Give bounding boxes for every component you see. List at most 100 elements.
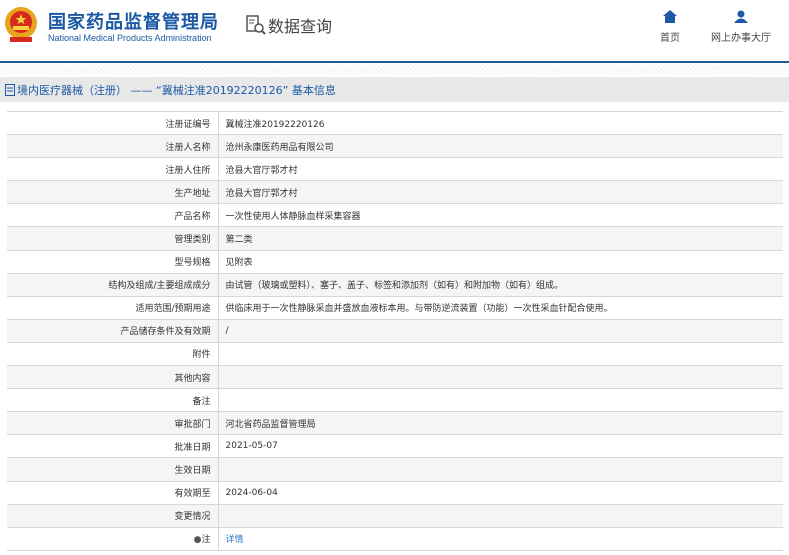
- row-label-text: 生产地址: [174, 188, 211, 199]
- row-value: /: [218, 318, 783, 343]
- row-label-text: 其他内容: [174, 373, 211, 384]
- row-value: [218, 365, 783, 390]
- document-search-icon: [246, 15, 266, 35]
- row-value-text: 2021-05-07: [225, 441, 278, 452]
- row-label: 适用范围/预期用途: [7, 295, 219, 320]
- row-value: 沧州永康医药用品有限公司: [218, 134, 783, 159]
- row-label: 注册人名称: [7, 134, 219, 159]
- details-link[interactable]: 详情: [225, 535, 244, 546]
- table-row: 适用范围/预期用途 供临床用于一次性静脉采血并盛放血液标本用。与带防逆流装置（功能…: [7, 295, 783, 320]
- row-value: [218, 503, 783, 528]
- row-label-text: 结构及组成/主要组成成分: [108, 281, 211, 292]
- row-value-text: 沧县大官厅郭才村: [225, 188, 298, 199]
- row-value: 沧县大官厅郭才村: [218, 180, 783, 205]
- row-value: 供临床用于一次性静脉采血并盛放血液标本用。与带防逆流装置（功能）一次性采血针配合…: [218, 295, 783, 320]
- table-row: 备注: [7, 388, 783, 413]
- row-label: 产品名称: [7, 203, 219, 228]
- row-value: 一次性使用人体静脉血样采集容器: [218, 203, 783, 228]
- table-row: 注册人名称 沧州永康医药用品有限公司: [7, 134, 783, 159]
- row-label-text: 变更情况: [174, 512, 211, 523]
- page-title-bar: 境内医疗器械（注册） —— “冀械注准20192220126” 基本信息: [0, 77, 789, 102]
- row-value-text: 沧县大官厅郭才村: [225, 165, 298, 176]
- row-label: 生产地址: [7, 180, 219, 205]
- row-value: [218, 457, 783, 482]
- row-label-text: 注册人名称: [165, 142, 211, 153]
- row-value-text: 2024-06-04: [225, 487, 278, 498]
- nav-home-label: 首页: [660, 33, 680, 44]
- info-table: 注册证编号 冀械注准20192220126 注册人名称 沧州永康医药用品有限公司 注册人…: [7, 110, 783, 551]
- row-label: 有效期至: [7, 480, 219, 505]
- data-query-link[interactable]: 数据查询: [246, 13, 332, 37]
- row-value: 第二类: [218, 226, 783, 251]
- table-row: 生效日期: [7, 457, 783, 482]
- row-label: 其他内容: [7, 365, 219, 390]
- table-row: 其他内容: [7, 365, 783, 390]
- row-label-text: 注册人住所: [165, 165, 211, 176]
- table-row: 附件: [7, 341, 783, 367]
- row-label-text: 注册证编号: [165, 119, 211, 130]
- row-label-text: 批准日期: [174, 442, 211, 453]
- row-label: 批准日期: [7, 434, 219, 459]
- table-row: ●注 详情: [7, 526, 783, 551]
- row-label: ●注: [7, 526, 219, 551]
- document-icon: [5, 83, 15, 96]
- row-value: 河北省药品监督管理局: [218, 411, 783, 436]
- row-value: [218, 388, 783, 413]
- table-row: 变更情况: [7, 503, 783, 528]
- row-value-text: 第二类: [225, 235, 253, 246]
- home-icon: [663, 10, 677, 23]
- table-row: 生产地址 沧县大官厅郭才村: [7, 180, 783, 205]
- row-label: 注册人住所: [7, 157, 219, 182]
- row-label-text: 产品储存条件及有效期: [120, 327, 211, 338]
- row-label: 型号规格: [7, 249, 219, 274]
- user-icon: [734, 10, 748, 23]
- data-query-label: 数据查询: [268, 17, 333, 36]
- table-row: 批准日期 2021-05-07: [7, 434, 783, 459]
- row-label-text: 审批部门: [174, 419, 211, 430]
- table-row: 注册证编号 冀械注准20192220126: [7, 110, 783, 136]
- row-value: 详情: [218, 526, 783, 551]
- nav-online-hall-label: 网上办事大厅: [711, 33, 771, 44]
- table-row: 审批部门 河北省药品监督管理局: [7, 411, 783, 436]
- row-label: 注册证编号: [7, 110, 219, 136]
- row-value-text: 一次性使用人体静脉血样采集容器: [225, 211, 361, 222]
- row-label: 结构及组成/主要组成成分: [7, 272, 219, 297]
- table-row: 型号规格 见附表: [7, 249, 783, 274]
- row-label-text: 管理类别: [174, 235, 211, 246]
- pin-icon: ●: [193, 535, 202, 546]
- row-value: 2024-06-04: [218, 480, 783, 505]
- row-label-text: 生效日期: [174, 465, 211, 476]
- nav-home[interactable]: 首页: [660, 10, 680, 44]
- decorative-stripe: [0, 65, 789, 75]
- row-label: 管理类别: [7, 226, 219, 251]
- national-emblem-logo: [5, 7, 37, 42]
- table-row: 注册人住所 沧县大官厅郭才村: [7, 157, 783, 182]
- row-value: 沧县大官厅郭才村: [218, 157, 783, 182]
- nav-online-hall[interactable]: 网上办事大厅: [711, 10, 771, 44]
- table-row: 管理类别 第二类: [7, 226, 783, 251]
- row-value-text: 冀械注准20192220126: [225, 119, 325, 130]
- row-label-text: 备注: [192, 396, 211, 407]
- row-label-text: 有效期至: [174, 489, 211, 500]
- row-label-text: 产品名称: [174, 211, 211, 222]
- row-value-text: 沧州永康医药用品有限公司: [225, 142, 334, 153]
- row-label: 变更情况: [7, 503, 219, 528]
- row-value-text: /: [225, 325, 229, 336]
- row-value: 冀械注准20192220126: [218, 110, 783, 136]
- row-label-text: 型号规格: [174, 258, 211, 269]
- row-value: 由试管（玻璃或塑料）、塞子、盖子、标签和添加剂（如有）和附加物（如有）组成。: [218, 272, 783, 297]
- row-value-text: 河北省药品监督管理局: [225, 419, 316, 430]
- org-name-cn: 国家药品监督管理局: [48, 12, 219, 33]
- page-title: 境内医疗器械（注册） —— “冀械注准20192220126” 基本信息: [17, 83, 336, 97]
- row-label: 产品储存条件及有效期: [7, 318, 219, 343]
- table-row: 有效期至 2024-06-04: [7, 480, 783, 505]
- site-header: 国家药品监督管理局 National Medical Products Admi…: [0, 0, 789, 63]
- row-label-text: 适用范围/预期用途: [135, 304, 211, 315]
- row-label: 备注: [7, 388, 219, 413]
- table-row: 结构及组成/主要组成成分 由试管（玻璃或塑料）、塞子、盖子、标签和添加剂（如有）和…: [7, 272, 783, 297]
- org-name-en: National Medical Products Administration: [48, 33, 212, 43]
- row-label-text: 附件: [192, 350, 211, 361]
- row-value: 2021-05-07: [218, 434, 783, 459]
- row-label: 附件: [7, 341, 219, 367]
- row-label: 生效日期: [7, 457, 219, 482]
